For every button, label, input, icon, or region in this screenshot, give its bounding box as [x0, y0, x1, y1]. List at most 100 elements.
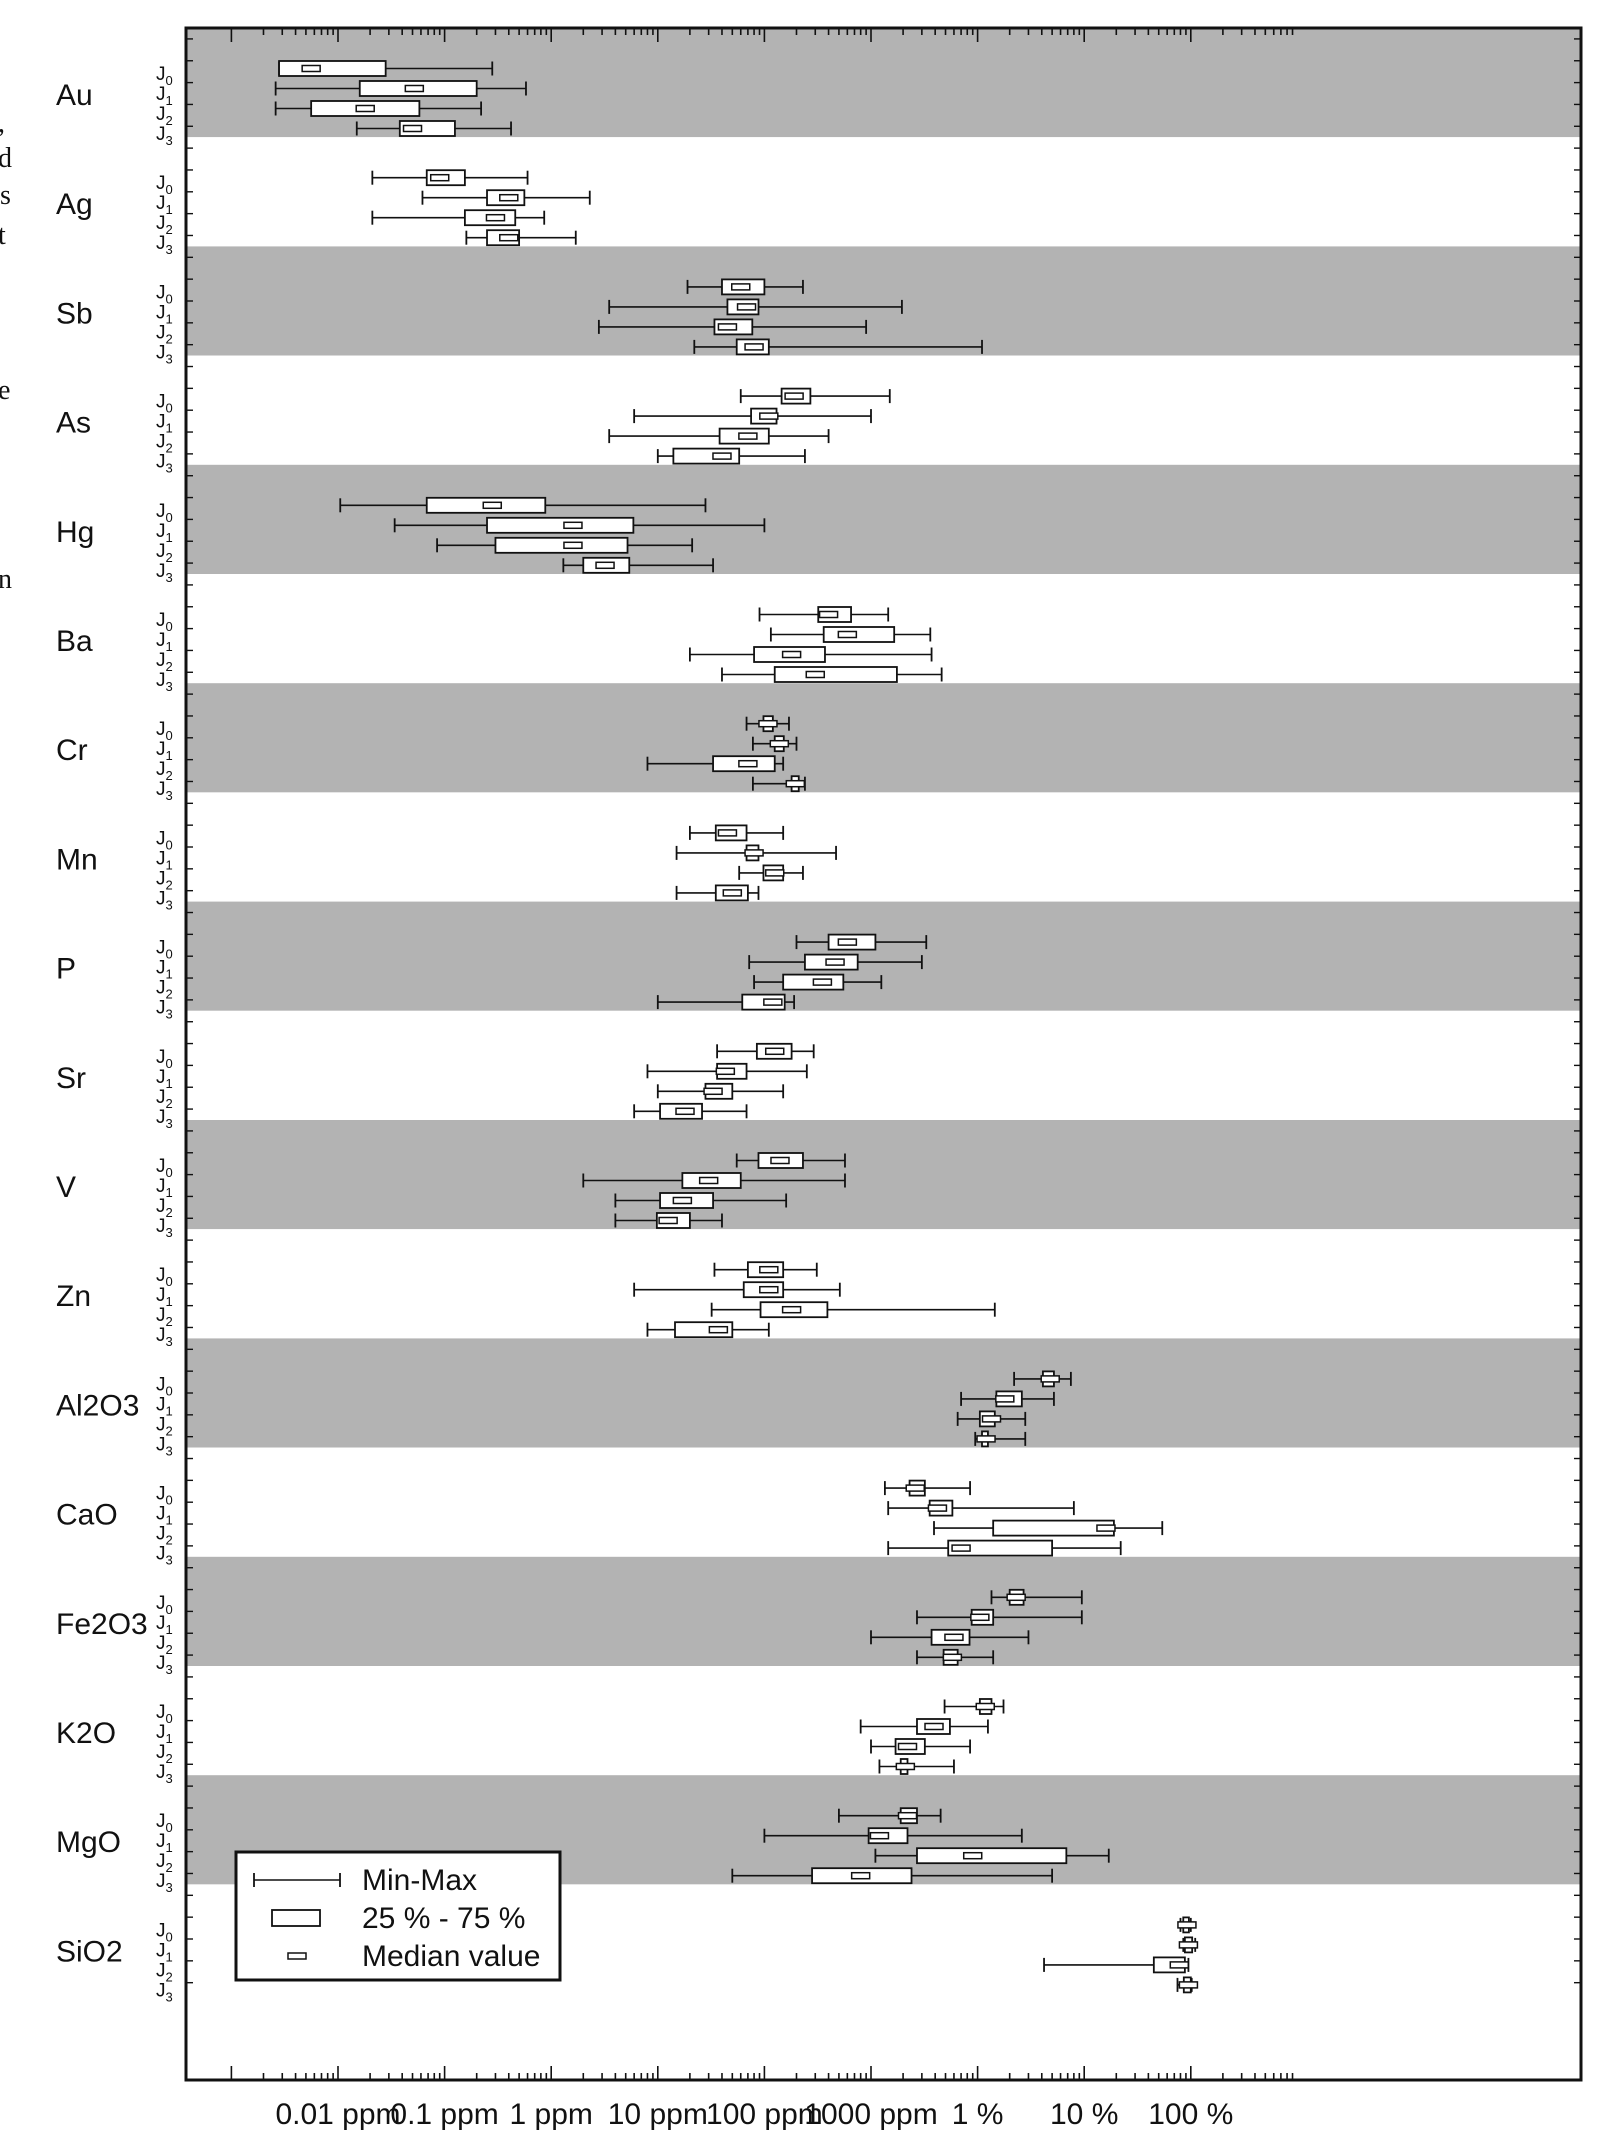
- median-marker: [942, 1653, 963, 1662]
- element-label: Zn: [56, 1280, 91, 1313]
- box-au-j2: [274, 100, 483, 117]
- group-label: J2: [156, 213, 173, 237]
- box-sio2-j2: [1043, 1956, 1190, 1974]
- group-label: J3: [156, 1434, 173, 1458]
- element-label: As: [56, 407, 91, 440]
- median-marker: [499, 233, 519, 242]
- band-zn: [186, 1229, 1581, 1339]
- iqr-box: [486, 516, 635, 534]
- median-marker: [781, 1305, 802, 1314]
- median-marker: [976, 1435, 996, 1443]
- median-marker: [731, 283, 751, 291]
- box-mn-j2: [738, 864, 804, 882]
- group-label: J3: [156, 1653, 173, 1677]
- box-marks: [274, 60, 1199, 1994]
- band-p: [186, 901, 1581, 1011]
- group-label: J2: [156, 1851, 173, 1875]
- median-marker: [658, 1216, 678, 1225]
- median-marker: [355, 104, 375, 113]
- box-v-j3: [614, 1212, 723, 1229]
- box-p-j0: [795, 933, 928, 951]
- group-label: J2: [156, 1742, 173, 1766]
- box-mgo-j3: [731, 1867, 1054, 1885]
- group-label: J2: [156, 868, 173, 892]
- median-marker: [781, 650, 802, 659]
- band-sb: [186, 246, 1581, 356]
- band-mn: [186, 792, 1581, 902]
- box-k2o-j3: [878, 1758, 955, 1775]
- box-cr-j1: [751, 735, 798, 753]
- median-marker: [764, 869, 785, 877]
- median-marker: [895, 1762, 916, 1771]
- box-al2o3-j2: [956, 1410, 1027, 1428]
- box-fe2o3-j2: [870, 1628, 1030, 1646]
- group-label: J0: [156, 938, 173, 962]
- band-as: [186, 355, 1581, 465]
- group-label: J3: [156, 998, 173, 1022]
- element-label: V: [56, 1171, 76, 1204]
- group-label: J1: [156, 630, 173, 654]
- legend-box-swatch: [271, 1909, 321, 1927]
- group-label: J0: [156, 1702, 173, 1726]
- median-marker: [717, 323, 738, 331]
- box-au-j0: [278, 60, 494, 77]
- box-zn-j2: [710, 1301, 996, 1319]
- box-ag-j2: [371, 209, 546, 227]
- box-mgo-j2: [874, 1847, 1110, 1865]
- group-label: J0: [156, 610, 173, 634]
- median-marker: [759, 412, 779, 420]
- element-row-hg: [339, 496, 766, 574]
- group-label: J1: [156, 848, 173, 872]
- median-marker: [805, 670, 826, 679]
- group-label: J2: [156, 432, 173, 456]
- group-label: J0: [156, 392, 173, 416]
- element-label: CaO: [56, 1499, 118, 1532]
- group-label: J0: [156, 1920, 173, 1944]
- element-label: Sb: [56, 297, 93, 330]
- x-tick-label: 100 ppm: [706, 2098, 823, 2131]
- box-zn-j1: [633, 1281, 841, 1299]
- box-fe2o3-j0: [990, 1588, 1083, 1606]
- element-row-ba: [688, 606, 943, 683]
- group-label: J2: [156, 1633, 173, 1657]
- element-label: Sr: [56, 1062, 86, 1095]
- median-marker: [758, 719, 778, 728]
- median-marker: [769, 739, 790, 748]
- group-label: J0: [156, 719, 173, 743]
- box-as-j3: [656, 447, 806, 465]
- group-label: J0: [156, 1156, 173, 1180]
- element-label: SiO2: [56, 1935, 123, 1968]
- box-cao-j3: [887, 1539, 1122, 1557]
- box-p-j2: [753, 973, 883, 991]
- group-label: J1: [156, 302, 173, 326]
- median-marker: [404, 84, 425, 93]
- iqr-box: [278, 60, 387, 77]
- x-tick-label: 0.1 ppm: [390, 2098, 498, 2131]
- group-label: J2: [156, 1087, 173, 1111]
- group-label: J3: [156, 1544, 173, 1568]
- median-marker: [785, 779, 806, 788]
- x-tick-label: 10 ppm: [608, 2098, 708, 2131]
- median-marker: [784, 392, 804, 400]
- box-mn-j1: [675, 844, 837, 862]
- box-v-j2: [614, 1192, 788, 1209]
- box-sr-j2: [656, 1082, 785, 1100]
- box-sr-j3: [633, 1102, 748, 1120]
- median-marker: [1169, 1961, 1190, 1969]
- box-hg-j0: [339, 496, 707, 514]
- box-zn-j0: [713, 1261, 818, 1279]
- element-row-cr: [646, 715, 806, 793]
- group-label: J1: [156, 739, 173, 763]
- box-v-j1: [582, 1172, 846, 1189]
- median-marker: [301, 64, 321, 73]
- median-marker: [698, 1176, 719, 1185]
- element-row-as: [608, 387, 891, 465]
- median-marker: [850, 1871, 871, 1880]
- median-marker: [869, 1831, 890, 1840]
- group-label: J0: [156, 1593, 173, 1617]
- element-label: Hg: [56, 516, 94, 549]
- median-marker: [905, 1484, 925, 1492]
- element-row-sb: [597, 278, 983, 356]
- element-label: Ag: [56, 188, 93, 221]
- median-marker: [1178, 1941, 1199, 1949]
